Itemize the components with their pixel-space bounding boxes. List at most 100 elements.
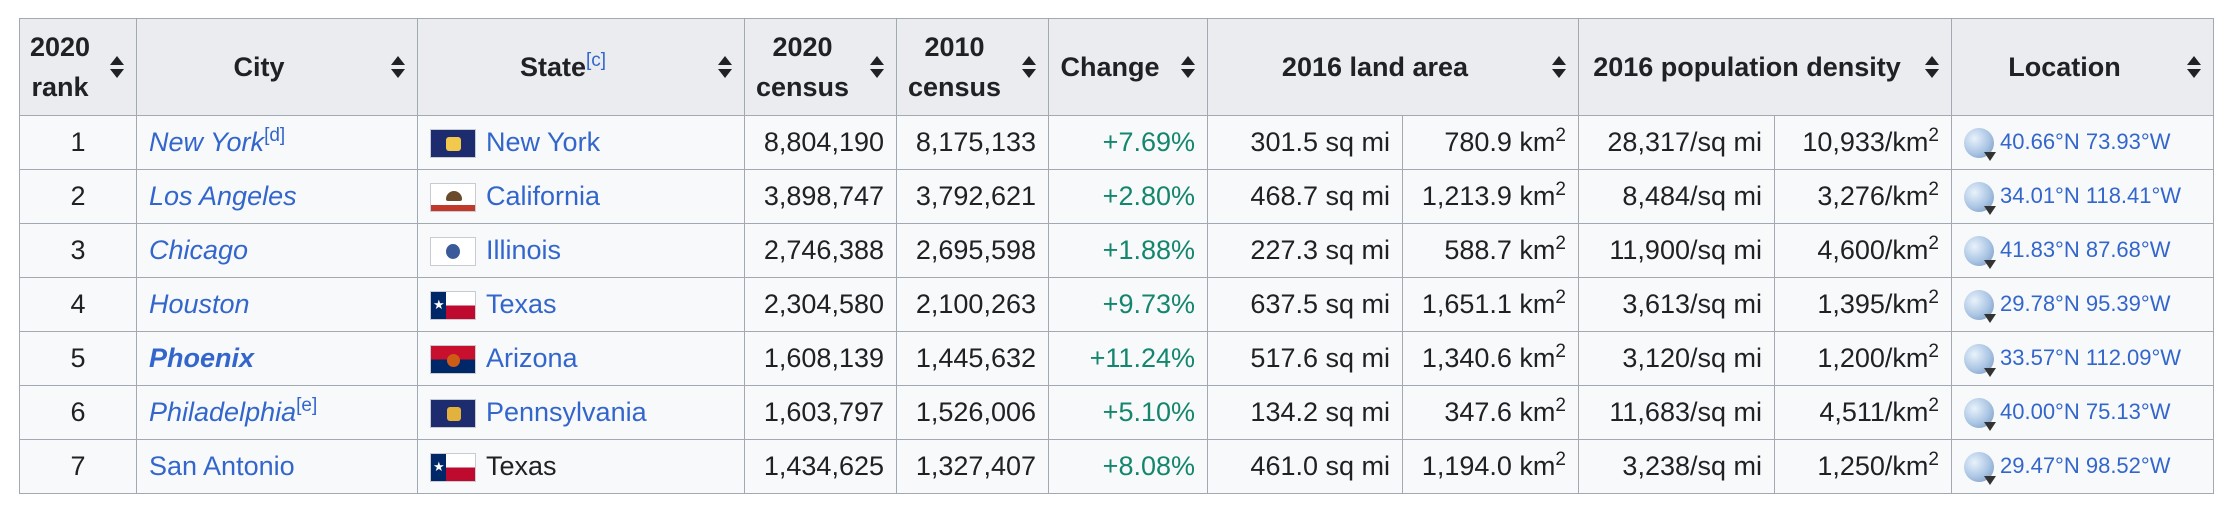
- city-footnote-link[interactable]: [e]: [296, 395, 318, 416]
- unit-superscript: 2: [1555, 341, 1566, 362]
- col-land-area-label: 2016 land area: [1281, 52, 1469, 82]
- unit-superscript: 2: [1928, 179, 1939, 200]
- coordinates-link[interactable]: 33.57°N 112.09°W: [2000, 344, 2182, 370]
- coordinates-link[interactable]: 40.00°N 75.13°W: [2000, 398, 2171, 424]
- area-km2-cell: 1,194.0 km2: [1402, 439, 1579, 494]
- rank-cell: 3: [19, 223, 137, 278]
- sort-arrows-icon[interactable]: [718, 56, 732, 78]
- area-km2-value: 588.7 km: [1444, 235, 1556, 265]
- col-census2010-header[interactable]: 2010 census: [896, 18, 1049, 116]
- state-footnote-link[interactable]: [c]: [585, 50, 607, 71]
- city-link[interactable]: Chicago: [149, 235, 249, 265]
- coordinates-link[interactable]: 29.47°N 98.52°W: [2000, 452, 2171, 478]
- col-rank-header[interactable]: 2020 rank: [19, 18, 137, 116]
- state-cell: California: [417, 169, 745, 224]
- sort-arrows-icon[interactable]: [870, 56, 884, 78]
- sort-arrows-icon[interactable]: [391, 56, 405, 78]
- coordinates-link[interactable]: 41.83°N 87.68°W: [2000, 236, 2171, 262]
- density-km2-cell: 1,250/km2: [1774, 439, 1952, 494]
- census-2020-cell: 3,898,747: [744, 169, 897, 224]
- city-link[interactable]: Houston: [149, 289, 250, 319]
- census-2010-cell: 1,327,407: [896, 439, 1049, 494]
- coordinates-link[interactable]: 34.01°N 118.41°W: [2000, 182, 2182, 208]
- texas-flag-icon: [430, 291, 476, 321]
- location-cell: 41.83°N 87.68°W: [1951, 223, 2214, 278]
- unit-superscript: 2: [1555, 179, 1566, 200]
- density-km2-cell: 3,276/km2: [1774, 169, 1952, 224]
- unit-superscript: 2: [1928, 125, 1939, 146]
- density-km2-value: 1,395/km: [1817, 289, 1929, 319]
- change-value: +2.80%: [1102, 181, 1195, 211]
- table-row: 2 Los Angeles California 3,898,747 3,792…: [19, 169, 2214, 224]
- col-change-header[interactable]: Change: [1048, 18, 1208, 116]
- state-link[interactable]: Texas: [486, 288, 557, 319]
- state-link[interactable]: Arizona: [486, 342, 578, 373]
- coordinates-link[interactable]: 40.66°N 73.93°W: [2000, 128, 2171, 154]
- census-2010-cell: 2,100,263: [896, 277, 1049, 332]
- area-km2-value: 1,194.0 km: [1421, 451, 1556, 481]
- area-km2-cell: 1,213.9 km2: [1402, 169, 1579, 224]
- location-cell: 34.01°N 118.41°W: [1951, 169, 2214, 224]
- table-row: 6 Philadelphia[e] Pennsylvania 1,603,797…: [19, 385, 2214, 440]
- col-city-header[interactable]: City: [136, 18, 418, 116]
- unit-superscript: 2: [1555, 233, 1566, 254]
- area-km2-value: 347.6 km: [1444, 397, 1556, 427]
- coordinates-link[interactable]: 29.78°N 95.39°W: [2000, 290, 2171, 316]
- state-link[interactable]: California: [486, 180, 601, 211]
- state-cell: Illinois: [417, 223, 745, 278]
- location-cell: 40.66°N 73.93°W: [1951, 115, 2214, 170]
- globe-icon[interactable]: [1964, 181, 1996, 215]
- state-link[interactable]: New York: [486, 126, 601, 157]
- col-state-header[interactable]: State[c]: [417, 18, 745, 116]
- unit-superscript: 2: [1555, 395, 1566, 416]
- globe-icon[interactable]: [1964, 343, 1996, 377]
- table-row: 3 Chicago Illinois 2,746,388 2,695,598 +…: [19, 223, 2214, 278]
- sort-arrows-icon[interactable]: [1181, 56, 1195, 78]
- sort-arrows-icon[interactable]: [2187, 56, 2201, 78]
- city-link[interactable]: Los Angeles: [149, 181, 297, 211]
- city-footnote-link[interactable]: [d]: [264, 125, 286, 146]
- col-state-label: State: [519, 52, 586, 82]
- census-2010-cell: 1,526,006: [896, 385, 1049, 440]
- col-location-header[interactable]: Location: [1951, 18, 2214, 116]
- city-link[interactable]: San Antonio: [149, 451, 295, 481]
- census-2020-cell: 1,434,625: [744, 439, 897, 494]
- sort-arrows-icon[interactable]: [1022, 56, 1036, 78]
- city-cell: Philadelphia[e]: [136, 385, 418, 440]
- city-cell: San Antonio: [136, 439, 418, 494]
- rank-cell: 2: [19, 169, 137, 224]
- city-link[interactable]: Phoenix: [149, 343, 255, 373]
- unit-superscript: 2: [1928, 287, 1939, 308]
- table-row: 7 San Antonio Texas 1,434,625 1,327,407 …: [19, 439, 2214, 494]
- density-sqmi-cell: 11,900/sq mi: [1578, 223, 1775, 278]
- globe-icon[interactable]: [1964, 451, 1996, 485]
- globe-icon[interactable]: [1964, 397, 1996, 431]
- globe-icon[interactable]: [1964, 235, 1996, 269]
- area-km2-value: 1,213.9 km: [1421, 181, 1556, 211]
- globe-icon[interactable]: [1964, 289, 1996, 323]
- sort-arrows-icon[interactable]: [1552, 56, 1566, 78]
- state-link[interactable]: Pennsylvania: [486, 396, 647, 427]
- state-link[interactable]: Illinois: [486, 234, 562, 265]
- census-2010-cell: 2,695,598: [896, 223, 1049, 278]
- city-cell: Los Angeles: [136, 169, 418, 224]
- change-cell: +11.24%: [1048, 331, 1208, 386]
- area-km2-cell: 588.7 km2: [1402, 223, 1579, 278]
- sort-arrows-icon[interactable]: [110, 56, 124, 78]
- cities-table: 2020 rank City State[c] 2020 census 2010…: [19, 18, 2214, 494]
- city-link[interactable]: New York: [149, 127, 265, 157]
- col-census2020-header[interactable]: 2020 census: [744, 18, 897, 116]
- col-location-label: Location: [2008, 52, 2121, 82]
- unit-superscript: 2: [1555, 449, 1566, 470]
- unit-superscript: 2: [1928, 341, 1939, 362]
- california-flag-icon: [430, 183, 476, 213]
- texas-flag-icon: [430, 453, 476, 483]
- globe-icon[interactable]: [1964, 127, 1996, 161]
- col-density-header[interactable]: 2016 population density: [1578, 18, 1952, 116]
- census-2020-cell: 8,804,190: [744, 115, 897, 170]
- col-land-area-header[interactable]: 2016 land area: [1207, 18, 1579, 116]
- sort-arrows-icon[interactable]: [1925, 56, 1939, 78]
- city-cell: Phoenix: [136, 331, 418, 386]
- city-link[interactable]: Philadelphia: [149, 397, 297, 427]
- area-sqmi-cell: 301.5 sq mi: [1207, 115, 1403, 170]
